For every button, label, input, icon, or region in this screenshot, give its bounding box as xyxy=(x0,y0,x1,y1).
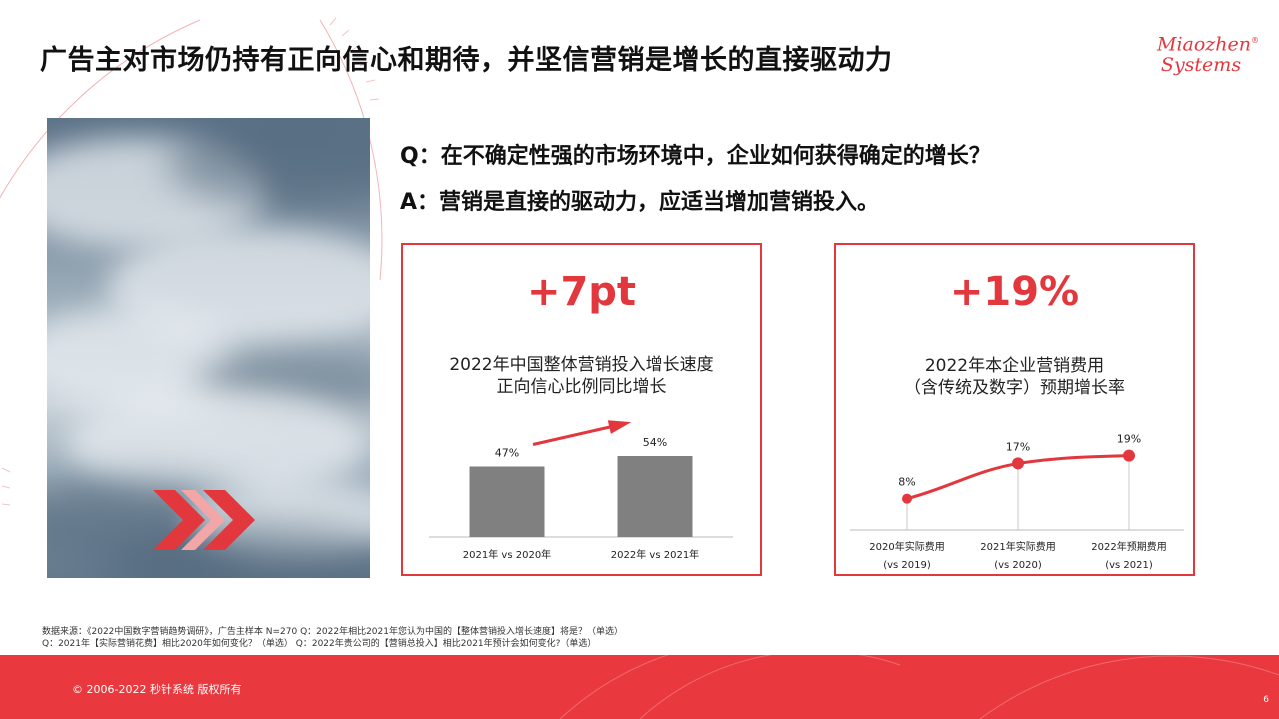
bar xyxy=(469,466,545,537)
card-headline: +7pt xyxy=(526,269,637,315)
line-chart: 8% 2020年实际费用 (vs 2019) 17% 2021年实际费用 (vs 2020… xyxy=(850,433,1184,571)
page-title: 广告主对市场仍持有正向信心和期待，并坚信营销是增长的直接驱动力 xyxy=(40,45,893,76)
card-subtitle-line1: 2022年中国整体营销投入增长速度 xyxy=(449,355,714,375)
data-label: 19% xyxy=(1117,433,1141,446)
bar xyxy=(617,456,693,537)
page-number: 6 xyxy=(1263,695,1269,705)
sky-photo xyxy=(47,118,370,578)
card-subtitle-line1: 2022年本企业营销费用 xyxy=(924,356,1105,376)
answer-text: A：营销是直接的驱动力，应适当增加营销投入。 xyxy=(400,190,880,215)
bar-chart: 47% 2021年 vs 2020年 54% 2022年 vs 2021年 xyxy=(429,420,733,561)
card-subtitle-line2: （含传统及数字）预期增长率 xyxy=(904,378,1125,398)
footnote: 数据来源：《2022中国数字营销趋势调研》，广告主样本 N=270 Q：2022… xyxy=(42,626,623,650)
tick-label: 2022年预期费用 xyxy=(1091,540,1166,553)
copyright: © 2006-2022 秒针系统 版权所有 xyxy=(72,683,242,696)
question-text: Q：在不确定性强的市场环境中，企业如何获得确定的增长？ xyxy=(400,144,991,169)
tick-note: (vs 2021) xyxy=(1105,560,1153,571)
tick-label: 2021年实际费用 xyxy=(980,540,1055,553)
card-subtitle-line2: 正向信心比例同比增长 xyxy=(496,377,667,397)
card-expense-growth: +19% 2022年本企业营销费用 （含传统及数字）预期增长率 8% 2020年实… xyxy=(834,243,1195,576)
logo-line-2: Systems xyxy=(1160,54,1242,77)
data-label: 54% xyxy=(643,436,667,449)
trend-arrow xyxy=(532,422,624,446)
data-point xyxy=(1012,457,1024,470)
tick-note: (vs 2020) xyxy=(994,560,1042,571)
tick-label: 2021年 vs 2020年 xyxy=(463,548,551,561)
data-label: 47% xyxy=(495,447,519,460)
data-label: 8% xyxy=(898,476,915,489)
data-label: 17% xyxy=(1006,440,1030,453)
data-point xyxy=(1123,449,1135,462)
logo-line-1: Miaozhen® xyxy=(1157,33,1260,56)
footnote-line2: Q：2021年【实际营销花费】相比2020年如何变化？（单选） Q：2022年贵… xyxy=(42,639,597,649)
tick-label: 2022年 vs 2021年 xyxy=(611,548,699,561)
footnote-line1: 数据来源：《2022中国数字营销趋势调研》，广告主样本 N=270 Q：2022… xyxy=(42,627,623,637)
company-logo: Miaozhen® Systems xyxy=(1157,30,1260,77)
tick-label: 2020年实际费用 xyxy=(869,540,944,553)
data-point xyxy=(902,493,912,504)
card-headline: +19% xyxy=(949,269,1080,315)
footer-bar: © 2006-2022 秒针系统 版权所有 6 xyxy=(0,655,1279,719)
trend-arrow-head xyxy=(607,420,632,434)
tick-note: (vs 2019) xyxy=(883,560,931,571)
chevron-arrows-icon xyxy=(153,490,255,550)
card-marketing-confidence: +7pt 2022年中国整体营销投入增长速度 正向信心比例同比增长 47% 202… xyxy=(401,243,762,576)
